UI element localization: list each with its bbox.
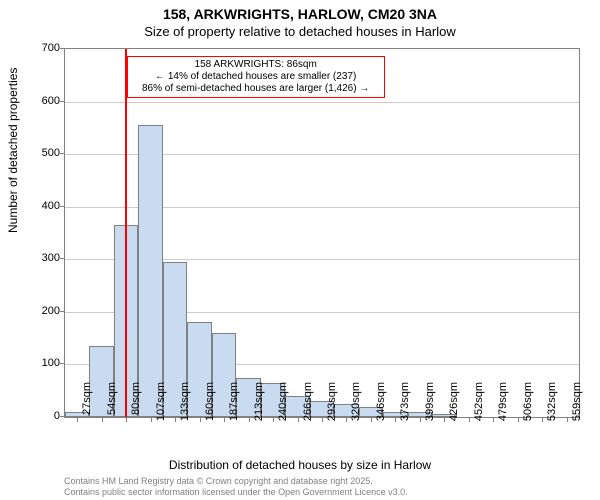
x-tick-label: 80sqm xyxy=(130,382,142,422)
x-tick-label: 54sqm xyxy=(106,382,118,422)
x-tick-mark xyxy=(249,418,250,422)
x-tick-mark xyxy=(518,418,519,422)
chart-subtitle: Size of property relative to detached ho… xyxy=(0,24,600,39)
x-tick-label: 266sqm xyxy=(302,382,314,422)
x-tick-label: 479sqm xyxy=(497,382,509,422)
x-tick-mark xyxy=(298,418,299,422)
x-tick-mark xyxy=(371,418,372,422)
histogram-bar xyxy=(138,125,162,417)
x-tick-label: 187sqm xyxy=(228,382,240,422)
x-tick-label: 160sqm xyxy=(204,382,216,422)
y-tick-label: 500 xyxy=(24,148,60,159)
x-tick-label: 320sqm xyxy=(350,382,362,422)
chart-title: 158, ARKWRIGHTS, HARLOW, CM20 3NA xyxy=(0,6,600,22)
x-tick-mark xyxy=(322,418,323,422)
chart-container: { "chart": { "type": "histogram", "title… xyxy=(0,0,600,500)
attribution-line2: Contains public sector information licen… xyxy=(64,487,408,497)
x-tick-mark xyxy=(395,418,396,422)
y-tick-mark xyxy=(60,153,64,154)
y-tick-mark xyxy=(60,416,64,417)
x-tick-label: 426sqm xyxy=(448,382,460,422)
x-tick-mark xyxy=(126,418,127,422)
y-tick-mark xyxy=(60,101,64,102)
attribution-text: Contains HM Land Registry data © Crown c… xyxy=(64,476,408,498)
y-tick-label: 700 xyxy=(24,43,60,54)
x-tick-mark xyxy=(346,418,347,422)
x-tick-label: 213sqm xyxy=(253,382,265,422)
x-tick-mark xyxy=(175,418,176,422)
x-tick-mark xyxy=(151,418,152,422)
x-tick-mark xyxy=(444,418,445,422)
plot-area: 158 ARKWRIGHTS: 86sqm← 14% of detached h… xyxy=(64,48,580,418)
x-tick-mark xyxy=(200,418,201,422)
attribution-line1: Contains HM Land Registry data © Crown c… xyxy=(64,476,373,486)
y-tick-mark xyxy=(60,206,64,207)
x-tick-label: 240sqm xyxy=(277,382,289,422)
y-tick-label: 100 xyxy=(24,358,60,369)
x-tick-label: 452sqm xyxy=(473,382,485,422)
x-tick-label: 107sqm xyxy=(155,382,167,422)
y-tick-mark xyxy=(60,363,64,364)
x-tick-label: 506sqm xyxy=(522,382,534,422)
annotation-line: 86% of semi-detached houses are larger (… xyxy=(132,83,380,95)
y-tick-label: 200 xyxy=(24,306,60,317)
x-tick-mark xyxy=(542,418,543,422)
x-tick-mark xyxy=(224,418,225,422)
y-tick-mark xyxy=(60,258,64,259)
x-tick-mark xyxy=(493,418,494,422)
x-tick-label: 532sqm xyxy=(546,382,558,422)
x-tick-label: 133sqm xyxy=(179,382,191,422)
x-tick-label: 27sqm xyxy=(81,382,93,422)
y-tick-mark xyxy=(60,48,64,49)
y-tick-mark xyxy=(60,311,64,312)
annotation-line: ← 14% of detached houses are smaller (23… xyxy=(132,71,380,83)
x-tick-mark xyxy=(102,418,103,422)
y-tick-label: 600 xyxy=(24,96,60,107)
y-tick-label: 0 xyxy=(24,411,60,422)
x-tick-mark xyxy=(77,418,78,422)
x-tick-mark xyxy=(273,418,274,422)
annotation-line: 158 ARKWRIGHTS: 86sqm xyxy=(132,59,380,71)
annotation-box: 158 ARKWRIGHTS: 86sqm← 14% of detached h… xyxy=(127,56,385,98)
x-tick-mark xyxy=(469,418,470,422)
y-axis-label: Number of detached properties xyxy=(6,68,20,233)
x-tick-mark xyxy=(567,418,568,422)
x-tick-label: 373sqm xyxy=(399,382,411,422)
reference-line xyxy=(125,49,127,417)
x-tick-label: 293sqm xyxy=(326,382,338,422)
x-tick-mark xyxy=(420,418,421,422)
x-tick-label: 559sqm xyxy=(571,382,583,422)
x-tick-label: 346sqm xyxy=(375,382,387,422)
gridline xyxy=(65,102,579,103)
y-tick-label: 300 xyxy=(24,253,60,264)
y-tick-label: 400 xyxy=(24,201,60,212)
x-axis-label: Distribution of detached houses by size … xyxy=(0,458,600,472)
x-tick-label: 399sqm xyxy=(424,382,436,422)
